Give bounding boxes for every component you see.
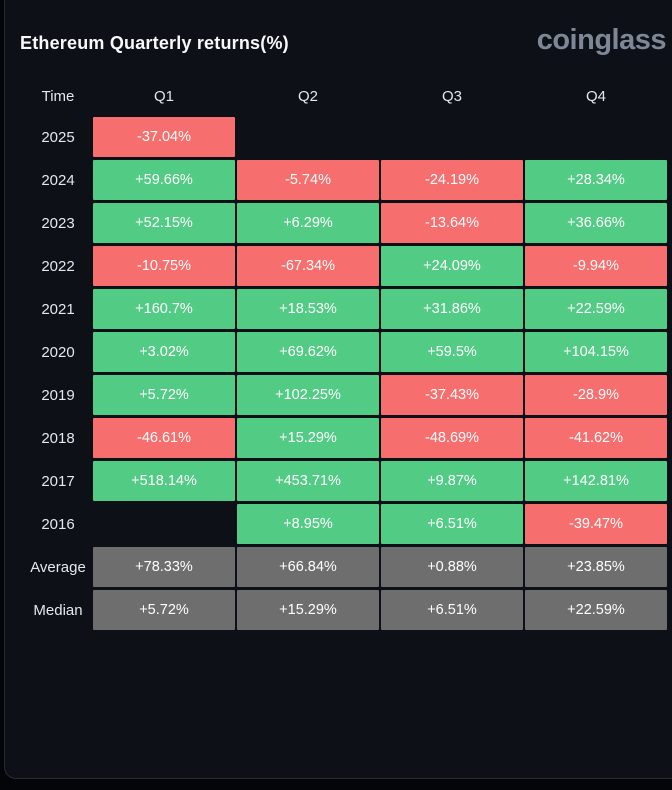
cell-2019-q1: +5.72% — [93, 375, 235, 415]
table-body: 2025 -37.04% 2024 +59.66% -5.74% -24.19% +28.3… — [0, 117, 667, 630]
row-label-2023: 2023 — [41, 214, 75, 232]
row-label-2022: 2022 — [41, 257, 75, 275]
cell-2020-q2: +69.62% — [237, 332, 379, 372]
column-header-q2: Q2 — [297, 87, 318, 105]
cell-median-q2: +15.29% — [237, 590, 379, 630]
cell-2021-q4: +22.59% — [525, 289, 667, 329]
row-label-2018: 2018 — [41, 429, 75, 447]
coinglass-logo[interactable]: coinglass — [536, 24, 667, 56]
cell-2020-q1: +3.02% — [93, 332, 235, 372]
cell-2017-q4: +142.81% — [525, 461, 667, 501]
cell-average-q1: +78.33% — [93, 547, 235, 587]
cell-average-q3: +0.88% — [381, 547, 523, 587]
row-label-average: Average — [30, 558, 86, 576]
cell-2024-q3: -24.19% — [381, 160, 523, 200]
cell-2017-q1: +518.14% — [93, 461, 235, 501]
cell-median-q4: +22.59% — [525, 590, 667, 630]
row-label-2020: 2020 — [41, 343, 75, 361]
cell-2023-q4: +36.66% — [525, 203, 667, 243]
row-label-2024: 2024 — [41, 171, 75, 189]
cell-2018-q4: -41.62% — [525, 418, 667, 458]
cell-2022-q3: +24.09% — [381, 246, 523, 286]
cell-2023-q2: +6.29% — [237, 203, 379, 243]
cell-2023-q3: -13.64% — [381, 203, 523, 243]
cell-2022-q1: -10.75% — [93, 246, 235, 286]
cell-2020-q3: +59.5% — [381, 332, 523, 372]
row-label-2017: 2017 — [41, 472, 75, 490]
row-label-median: Median — [33, 601, 83, 619]
cell-2018-q1: -46.61% — [93, 418, 235, 458]
cell-2019-q3: -37.43% — [381, 375, 523, 415]
cell-2020-q4: +104.15% — [525, 332, 667, 372]
row-label-2025: 2025 — [41, 128, 75, 146]
cell-2024-q1: +59.66% — [93, 160, 235, 200]
table-header: Time Q1 Q2 Q3 Q4 — [0, 86, 667, 106]
column-header-q4: Q4 — [585, 87, 606, 105]
cell-2016-q4: -39.47% — [525, 504, 667, 544]
cell-2025-q4 — [525, 117, 667, 157]
cell-2019-q4: -28.9% — [525, 375, 667, 415]
cell-average-q4: +23.85% — [525, 547, 667, 587]
cell-2021-q1: +160.7% — [93, 289, 235, 329]
cell-2016-q2: +8.95% — [237, 504, 379, 544]
row-label-2021: 2021 — [41, 300, 75, 318]
cell-2025-q1: -37.04% — [93, 117, 235, 157]
cell-2024-q4: +28.34% — [525, 160, 667, 200]
row-label-2016: 2016 — [41, 515, 75, 533]
page-title: Ethereum Quarterly returns(%) — [20, 33, 289, 53]
cell-2025-q2 — [237, 117, 379, 157]
cell-2016-q3: +6.51% — [381, 504, 523, 544]
cell-2022-q2: -67.34% — [237, 246, 379, 286]
cell-2025-q3 — [381, 117, 523, 157]
cell-2018-q2: +15.29% — [237, 418, 379, 458]
column-header-q3: Q3 — [441, 87, 462, 105]
cell-2022-q4: -9.94% — [525, 246, 667, 286]
cell-average-q2: +66.84% — [237, 547, 379, 587]
cell-median-q1: +5.72% — [93, 590, 235, 630]
cell-median-q3: +6.51% — [381, 590, 523, 630]
cell-2017-q2: +453.71% — [237, 461, 379, 501]
row-label-2019: 2019 — [41, 386, 75, 404]
cell-2021-q2: +18.53% — [237, 289, 379, 329]
cell-2016-q1 — [93, 504, 235, 544]
cell-2023-q1: +52.15% — [93, 203, 235, 243]
column-header-time: Time — [41, 87, 75, 105]
cell-2018-q3: -48.69% — [381, 418, 523, 458]
cell-2019-q2: +102.25% — [237, 375, 379, 415]
cell-2017-q3: +9.87% — [381, 461, 523, 501]
cell-2024-q2: -5.74% — [237, 160, 379, 200]
column-header-q1: Q1 — [153, 87, 174, 105]
cell-2021-q3: +31.86% — [381, 289, 523, 329]
